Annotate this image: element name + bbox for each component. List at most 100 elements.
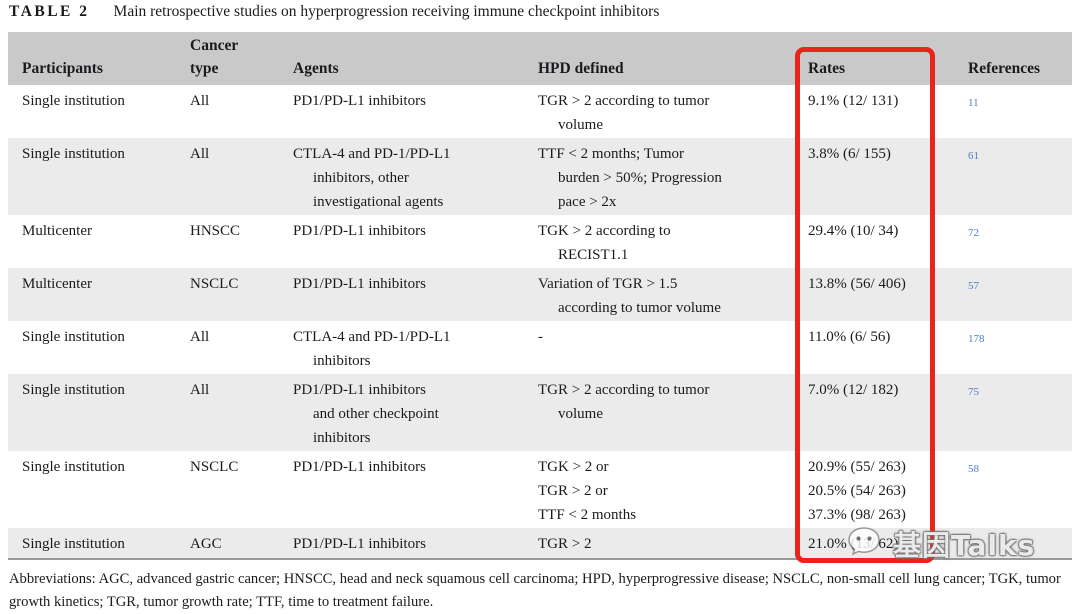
cell-hpd-defined: Variation of TGR > 1.5 according to tumor… <box>538 268 808 321</box>
cell-references: 11 <box>968 85 1072 138</box>
table-body: Single institution All PD1/PD-L1 inhibitor… <box>8 85 1072 558</box>
table-caption: TABLE 2 Main retrospective studies on hyp… <box>9 3 659 21</box>
reference-link[interactable]: 61 <box>968 150 979 162</box>
cell-references: 57 <box>968 268 1072 321</box>
cell-line: inhibitors <box>313 430 371 446</box>
cell-line: PD1/PD-L1 inhibitors <box>293 223 426 239</box>
cell-line: TTF < 2 months <box>538 507 637 523</box>
cell-cancer-type: NSCLC <box>190 276 239 292</box>
cell-rates: 11.0% (6/ 56) <box>808 321 968 374</box>
cell-references: 58 <box>968 451 1072 528</box>
column-header-hpd-defined: HPD defined <box>538 60 624 77</box>
cell-line: 13.8% (56/ 406) <box>808 276 906 292</box>
abbreviations-footnote: Abbreviations: AGC, advanced gastric can… <box>9 571 1061 610</box>
cell-hpd-defined: TTF < 2 months; Tumor burden > 50%; Progr… <box>538 138 808 215</box>
cell-line: TGR > 2 or <box>538 483 608 499</box>
cell-line: volume <box>558 117 603 133</box>
cell-line: TGR > 2 according to tumor <box>538 93 710 109</box>
cell-line: TTF < 2 months; Tumor <box>538 146 684 162</box>
cell-participants: Single institution <box>22 382 125 398</box>
cell-agents: CTLA-4 and PD-1/PD-L1 inhibitors <box>293 321 538 374</box>
cell-line: CTLA-4 and PD-1/PD-L1 <box>293 146 451 162</box>
cell-line: CTLA-4 and PD-1/PD-L1 <box>293 329 451 345</box>
cell-agents: PD1/PD-L1 inhibitors <box>293 528 538 558</box>
cell-agents: PD1/PD-L1 inhibitors <box>293 85 538 138</box>
cell-hpd-defined: TGR > 2 according to tumor volume <box>538 85 808 138</box>
cell-rates: 20.9% (55/ 263) 20.5% (54/ 263) 37.3% (98/… <box>808 451 968 528</box>
cell-line: - <box>538 329 543 345</box>
cell-line: volume <box>558 406 603 422</box>
cell-line: Variation of TGR > 1.5 <box>538 276 678 292</box>
cell-line: RECIST1.1 <box>558 247 629 263</box>
cell-references: 61 <box>968 138 1072 215</box>
table-header-row: Participants Cancer type Agents HPD defined… <box>8 32 1072 85</box>
table-number: TABLE 2 <box>9 3 90 20</box>
cell-line: PD1/PD-L1 inhibitors <box>293 459 426 475</box>
cell-line: TGR > 2 <box>538 536 592 552</box>
cell-line: 7.0% (12/ 182) <box>808 382 899 398</box>
reference-link[interactable]: 58 <box>968 463 979 475</box>
cell-hpd-defined: TGR > 2 <box>538 528 808 558</box>
cell-agents: PD1/PD-L1 inhibitors and other checkpoint… <box>293 374 538 451</box>
cell-line: PD1/PD-L1 inhibitors <box>293 276 426 292</box>
table-row: Single institution All CTLA-4 and PD-1/PD-… <box>8 321 1072 374</box>
cell-line: inhibitors <box>313 353 371 369</box>
retrospective-studies-table: Participants Cancer type Agents HPD defined… <box>8 32 1072 560</box>
cell-line: pace > 2x <box>558 194 617 210</box>
cell-line: PD1/PD-L1 inhibitors <box>293 93 426 109</box>
cell-references: 75 <box>968 374 1072 451</box>
cell-cancer-type: AGC <box>190 536 222 552</box>
cell-line: 3.8% (6/ 155) <box>808 146 891 162</box>
cell-hpd-defined: - <box>538 321 808 374</box>
table-row: Single institution AGC PD1/PD-L1 inhibitor… <box>8 528 1072 558</box>
cell-line: 9.1% (12/ 131) <box>808 93 899 109</box>
table-row: Single institution All CTLA-4 and PD-1/PD-… <box>8 138 1072 215</box>
column-header-rates: Rates <box>808 60 846 77</box>
cell-agents: PD1/PD-L1 inhibitors <box>293 215 538 268</box>
table-row: Single institution All PD1/PD-L1 inhibitor… <box>8 374 1072 451</box>
cell-cancer-type: All <box>190 382 210 398</box>
reference-link[interactable]: 11 <box>968 97 979 109</box>
column-header-cancer-type: Cancer type <box>190 37 239 77</box>
reference-link[interactable]: 72 <box>968 227 979 239</box>
cell-hpd-defined: TGK > 2 or TGR > 2 or TTF < 2 months <box>538 451 808 528</box>
wechat-icon <box>848 527 880 556</box>
cell-line: according to tumor volume <box>558 300 721 316</box>
cell-line: 20.9% (55/ 263) <box>808 459 906 475</box>
cell-line: and other checkpoint <box>313 406 439 422</box>
cell-cancer-type: All <box>190 146 210 162</box>
cell-rates: 13.8% (56/ 406) <box>808 268 968 321</box>
cell-agents: CTLA-4 and PD-1/PD-L1 inhibitors, other in… <box>293 138 538 215</box>
cell-agents: PD1/PD-L1 inhibitors <box>293 268 538 321</box>
cell-rates: 9.1% (12/ 131) <box>808 85 968 138</box>
cell-cancer-type: All <box>190 329 210 345</box>
table-row: Multicenter HNSCC PD1/PD-L1 inhibitors TGK … <box>8 215 1072 268</box>
cell-line: 20.5% (54/ 263) <box>808 483 906 499</box>
reference-link[interactable]: 75 <box>968 386 979 398</box>
cell-participants: Multicenter <box>22 223 92 239</box>
cell-cancer-type: HNSCC <box>190 223 241 239</box>
reference-link[interactable]: 57 <box>968 280 979 292</box>
cell-rates: 29.4% (10/ 34) <box>808 215 968 268</box>
cell-line: PD1/PD-L1 inhibitors <box>293 382 426 398</box>
cell-line: inhibitors, other <box>313 170 409 186</box>
cell-participants: Multicenter <box>22 276 92 292</box>
cell-line: TGK > 2 or <box>538 459 609 475</box>
cell-line: 29.4% (10/ 34) <box>808 223 899 239</box>
cell-line: 37.3% (98/ 263) <box>808 507 906 523</box>
cell-line: investigational agents <box>313 194 444 210</box>
table-title-text: Main retrospective studies on hyperprogr… <box>113 3 660 20</box>
cell-line: TGR > 2 according to tumor <box>538 382 710 398</box>
column-header-agents: Agents <box>293 60 339 77</box>
reference-link[interactable]: 73 <box>968 540 979 552</box>
cell-agents: PD1/PD-L1 inhibitors <box>293 451 538 528</box>
watermark-text: 基因Talks <box>893 529 1036 562</box>
column-header-participants: Participants <box>22 60 103 77</box>
cell-rates: 3.8% (6/ 155) <box>808 138 968 215</box>
cell-participants: Single institution <box>22 93 125 109</box>
cell-line: 11.0% (6/ 56) <box>808 329 891 345</box>
cell-line: burden > 50%; Progression <box>558 170 722 186</box>
cell-references: 178 <box>968 321 1072 374</box>
reference-link[interactable]: 178 <box>968 333 985 345</box>
table-row: Multicenter NSCLC PD1/PD-L1 inhibitors Vari… <box>8 268 1072 321</box>
